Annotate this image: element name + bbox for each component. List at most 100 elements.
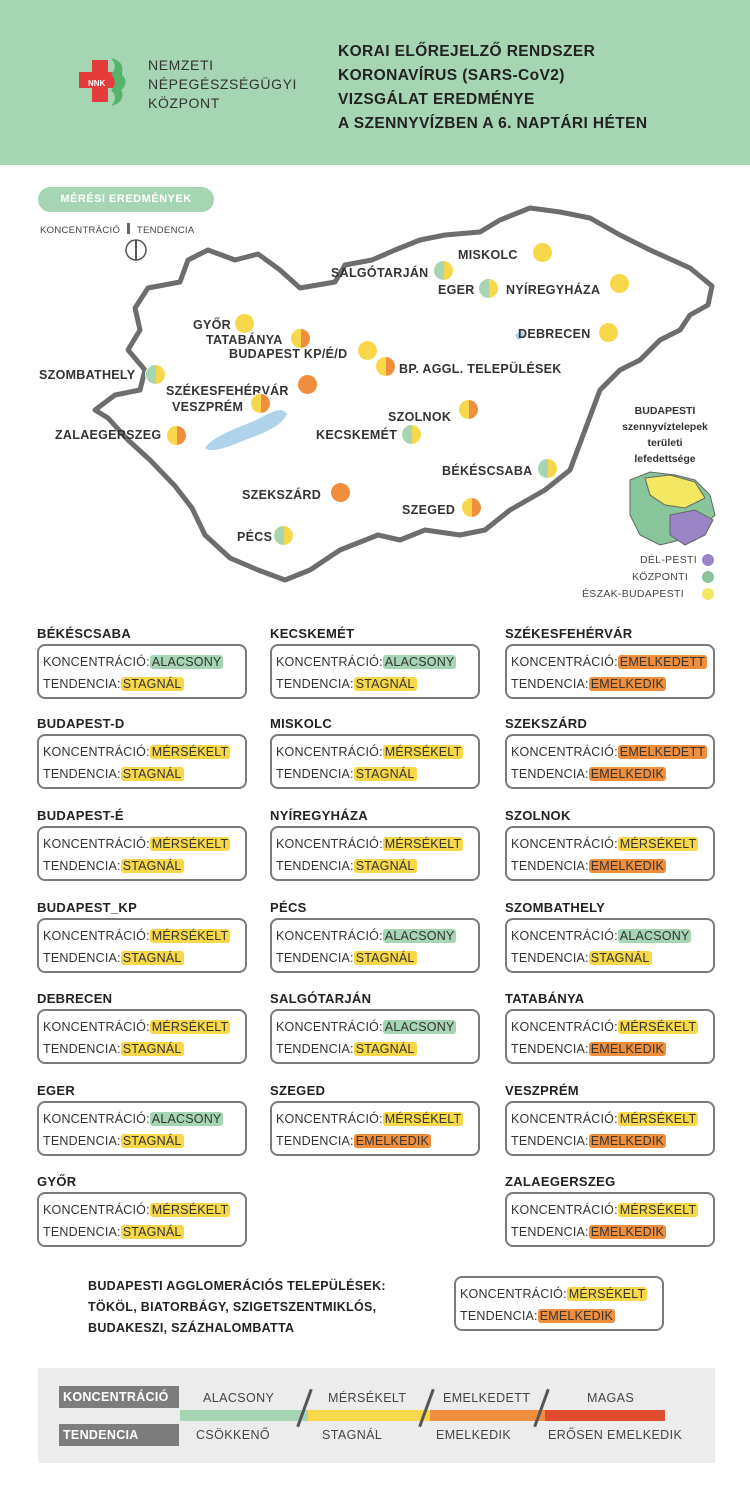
trend-row: TENDENCIA: STAGNÁL: [43, 1130, 245, 1152]
trend-row: TENDENCIA: EMELKEDIK: [276, 1130, 478, 1152]
scale-bar-red: [545, 1410, 665, 1421]
kozponti-label: KÖZPONTI: [632, 571, 689, 583]
map-city-status-dot: [609, 273, 630, 294]
eszak-budapesti-dot: [702, 588, 714, 600]
trend-row: TENDENCIA: STAGNÁL: [43, 855, 245, 877]
conc-value: ALACSONY: [149, 655, 224, 669]
conc-row: KONCENTRÁCIÓ: EMELKEDETT: [511, 651, 713, 673]
lake-balaton: [205, 410, 287, 451]
trend-row: TENDENCIA: STAGNÁL: [276, 855, 478, 877]
conc-value: ALACSONY: [382, 1020, 457, 1034]
trend-value: EMELKEDIK: [588, 1134, 667, 1148]
conc-label: KONCENTRÁCIÓ:: [276, 745, 383, 759]
trend-row: TENDENCIA: STAGNÁL: [43, 673, 245, 695]
scale-concentration-label: KONCENTRÁCIÓ: [59, 1386, 179, 1408]
nnk-logo: NNK: [79, 58, 126, 106]
map-city-status-dot: [461, 497, 482, 518]
inset-title-line-3: területi: [647, 437, 683, 449]
map-city-label: PÉCS: [237, 530, 273, 544]
city-status-card: KONCENTRÁCIÓ: MÉRSÉKELT TENDENCIA: STAGNÁL: [37, 1192, 247, 1247]
trend-label: TENDENCIA:: [276, 767, 354, 781]
trend-value: EMELKEDIK: [537, 1309, 616, 1323]
trend-value: STAGNÁL: [353, 951, 417, 965]
map-city-label: BUDAPEST KP/É/D: [229, 347, 348, 361]
agglomeration-card: KONCENTRÁCIÓ: MÉRSÉKELT TENDENCIA: EMELKED…: [454, 1276, 664, 1331]
card-title: MISKOLC: [270, 716, 333, 731]
trend-row: TENDENCIA: EMELKEDIK: [511, 763, 713, 785]
trend-value: STAGNÁL: [353, 1042, 417, 1056]
conc-row: KONCENTRÁCIÓ: MÉRSÉKELT: [511, 1016, 713, 1038]
map-city-status-dot: [330, 482, 351, 503]
map-city-status-dot: [598, 322, 619, 343]
city-status-card: KONCENTRÁCIÓ: MÉRSÉKELT TENDENCIA: STAGNÁL: [270, 734, 480, 789]
del-pesti-dot: [702, 554, 714, 566]
map-city-label: SZOMBATHELY: [39, 368, 136, 382]
conc-row: KONCENTRÁCIÓ: MÉRSÉKELT: [276, 1108, 478, 1130]
conc-value: MÉRSÉKELT: [566, 1287, 648, 1301]
card-title: NYÍREGYHÁZA: [270, 808, 368, 823]
page-title: KORAI ELŐREJELZŐ RENDSZER KORONAVÍRUS (S…: [338, 40, 647, 136]
conc-row: KONCENTRÁCIÓ: ALACSONY: [511, 925, 713, 947]
conc-value: ALACSONY: [382, 655, 457, 669]
conc-label: KONCENTRÁCIÓ:: [511, 837, 618, 851]
conc-label: KONCENTRÁCIÓ:: [43, 929, 150, 943]
trend-label: TENDENCIA:: [276, 677, 354, 691]
trend-row: TENDENCIA: EMELKEDIK: [511, 855, 713, 877]
trend-label: TENDENCIA:: [43, 767, 121, 781]
card-title: BUDAPEST-É: [37, 808, 124, 823]
country-outline: [92, 205, 715, 583]
card-title: KECSKEMÉT: [270, 626, 355, 641]
conc-value: MÉRSÉKELT: [149, 1203, 231, 1217]
trend-value: STAGNÁL: [353, 767, 417, 781]
trend-row: TENDENCIA: EMELKEDIK: [511, 1221, 713, 1243]
card-title: EGER: [37, 1083, 76, 1098]
city-status-card: KONCENTRÁCIÓ: MÉRSÉKELT TENDENCIA: STAGNÁL: [37, 918, 247, 973]
aggl-line-2: TÖKÖL, BIATORBÁGY, SZIGETSZENTMIKLÓS,: [88, 1300, 377, 1314]
conc-row: KONCENTRÁCIÓ: ALACSONY: [276, 1016, 478, 1038]
trend-row: TENDENCIA: STAGNÁL: [43, 1221, 245, 1243]
card-title: BUDAPEST-D: [37, 716, 125, 731]
small-lake: [515, 330, 525, 340]
city-status-card: KONCENTRÁCIÓ: MÉRSÉKELT TENDENCIA: EMELKEDI…: [505, 1192, 715, 1247]
trend-label: TENDENCIA:: [43, 677, 121, 691]
conc-label: KONCENTRÁCIÓ:: [43, 1020, 150, 1034]
city-status-card: KONCENTRÁCIÓ: ALACSONY TENDENCIA: STAGNÁL: [270, 1009, 480, 1064]
organization-name: NEMZETI NÉPEGÉSZSÉGÜGYI KÖZPONT: [148, 56, 297, 113]
conc-label: KONCENTRÁCIÓ:: [276, 1020, 383, 1034]
conc-value: MÉRSÉKELT: [149, 1020, 231, 1034]
map-city-label: SZEKSZÁRD: [242, 488, 322, 502]
trend-value: STAGNÁL: [120, 951, 184, 965]
inset-title-line-1: BUDAPESTI: [634, 405, 696, 417]
card-title: SZEGED: [270, 1083, 326, 1098]
trend-value: STAGNÁL: [588, 951, 652, 965]
scale-emelkedett: EMELKEDETT: [443, 1391, 531, 1405]
conc-label: KONCENTRÁCIÓ:: [276, 1112, 383, 1126]
trend-label: TENDENCIA:: [460, 1309, 538, 1323]
scale-bar-yellow: [308, 1410, 430, 1421]
org-line-3: KÖZPONT: [148, 95, 220, 111]
trend-label: TENDENCIA:: [511, 859, 589, 873]
map-city-status-dot: [166, 425, 187, 446]
title-line-3: VIZSGÁLAT EREDMÉNYE: [338, 91, 535, 108]
map-city-status-dot: [375, 356, 396, 377]
conc-row: KONCENTRÁCIÓ: MÉRSÉKELT: [43, 1016, 245, 1038]
city-status-card: KONCENTRÁCIÓ: ALACSONY TENDENCIA: STAGNÁL: [270, 644, 480, 699]
city-status-card: KONCENTRÁCIÓ: ALACSONY TENDENCIA: STAGNÁL: [37, 644, 247, 699]
city-status-card: KONCENTRÁCIÓ: MÉRSÉKELT TENDENCIA: STAGNÁL: [37, 826, 247, 881]
conc-value: MÉRSÉKELT: [149, 837, 231, 851]
conc-value: MÉRSÉKELT: [617, 1112, 699, 1126]
map-city-status-dot: [532, 242, 553, 263]
conc-row: KONCENTRÁCIÓ: MÉRSÉKELT: [276, 741, 478, 763]
trend-row: TENDENCIA: EMELKEDIK: [460, 1305, 662, 1327]
scale-magas: MAGAS: [587, 1391, 635, 1405]
card-title: DEBRECEN: [37, 991, 113, 1006]
trend-label: TENDENCIA:: [43, 859, 121, 873]
city-status-card: KONCENTRÁCIÓ: ALACSONY TENDENCIA: STAGNÁL: [270, 918, 480, 973]
trend-label: TENDENCIA:: [276, 1134, 354, 1148]
conc-value: ALACSONY: [617, 929, 692, 943]
conc-row: KONCENTRÁCIÓ: MÉRSÉKELT: [43, 925, 245, 947]
conc-label: KONCENTRÁCIÓ:: [511, 929, 618, 943]
map-city-label: TATABÁNYA: [206, 333, 283, 347]
card-title: BÉKÉSCSABA: [37, 626, 132, 641]
map-city-label: BÉKÉSCSABA: [442, 464, 533, 478]
